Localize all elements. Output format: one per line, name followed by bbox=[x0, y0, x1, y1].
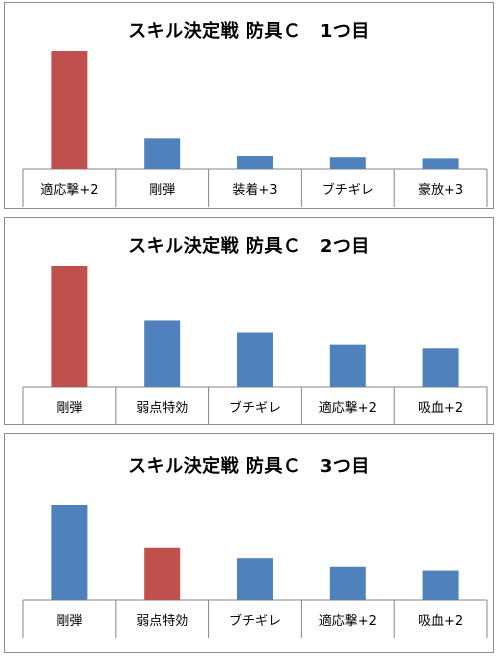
bar-5 bbox=[422, 570, 459, 600]
bar-5 bbox=[422, 348, 459, 387]
bar-4 bbox=[329, 344, 366, 387]
bar-2 bbox=[144, 547, 181, 600]
x-tick-label: 弱点特効 bbox=[136, 614, 188, 629]
bar-chart-1: 適応撃+2 剛弾 装着+3 ブチギレ 豪放+3 bbox=[22, 51, 488, 207]
chart-panel-2: スキル決定戦 防具Ｃ 2つ目 剛弾 弱点特効 ブチギレ 適応撃+2 吸血+2 bbox=[4, 217, 494, 425]
x-tick-label: ブチギレ bbox=[322, 182, 374, 198]
x-tick-label: 剛弾 bbox=[56, 614, 82, 629]
bar-3 bbox=[237, 156, 273, 169]
chart-title: スキル決定戦 防具Ｃ 1つ目 bbox=[128, 21, 370, 42]
bar-chart-2: 剛弾 弱点特効 ブチギレ 適応撃+2 吸血+2 bbox=[22, 266, 488, 424]
x-tick-label: 装着+3 bbox=[232, 182, 277, 198]
bar-chart-3: 剛弾 弱点特効 ブチギレ 適応撃+2 吸血+2 bbox=[22, 505, 488, 638]
x-tick-label: 吸血+2 bbox=[418, 401, 463, 416]
x-tick-label: ブチギレ bbox=[229, 400, 281, 416]
bar-4 bbox=[329, 566, 366, 600]
x-tick-label: 適応撃+2 bbox=[40, 182, 98, 198]
bar-1 bbox=[51, 266, 88, 387]
x-tick-label: 適応撃+2 bbox=[319, 613, 377, 629]
chart-title: スキル決定戦 防具Ｃ 3つ目 bbox=[128, 456, 370, 477]
x-tick-label: 弱点特効 bbox=[136, 401, 188, 416]
chart-title: スキル決定戦 防具Ｃ 2つ目 bbox=[128, 236, 370, 257]
bar-1 bbox=[51, 505, 88, 600]
bar-3 bbox=[237, 558, 273, 600]
bar-4 bbox=[329, 157, 366, 169]
x-tick-label: 剛弾 bbox=[149, 183, 175, 198]
chart-panel-3: スキル決定戦 防具Ｃ 3つ目 剛弾 弱点特効 ブチギレ 適応撃+2 吸血+2 bbox=[4, 433, 494, 653]
x-tick-label: 豪放+3 bbox=[418, 182, 463, 198]
x-tick-label: 適応撃+2 bbox=[319, 400, 377, 416]
bar-1 bbox=[51, 51, 88, 169]
x-tick-label: 吸血+2 bbox=[418, 614, 463, 629]
bar-5 bbox=[422, 158, 459, 169]
chart-panel-1: スキル決定戦 防具Ｃ 1つ目 適応撃+2 剛弾 装着+3 ブチギレ 豪放+3 bbox=[4, 2, 494, 209]
bar-2 bbox=[144, 138, 181, 169]
x-tick-label: 剛弾 bbox=[56, 401, 82, 416]
bar-2 bbox=[144, 320, 181, 387]
x-tick-label: ブチギレ bbox=[229, 613, 281, 629]
bar-3 bbox=[237, 332, 273, 387]
